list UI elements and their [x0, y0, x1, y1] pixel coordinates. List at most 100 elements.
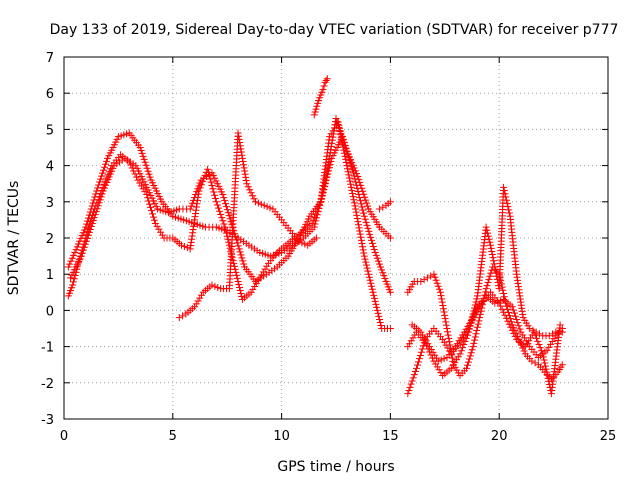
data-point-fill	[196, 294, 204, 302]
y-tick-label: 6	[46, 87, 54, 102]
data-point	[558, 361, 566, 369]
data-point	[539, 350, 547, 358]
data-point-fill	[263, 262, 271, 270]
data-point-fill	[251, 283, 259, 291]
data-point	[321, 78, 329, 86]
data-point-fill	[433, 279, 441, 287]
data-point-fill	[535, 330, 543, 338]
data-point	[556, 321, 564, 329]
data-point-fill	[127, 161, 135, 169]
data-point-fill	[226, 244, 234, 252]
data-point-fill	[376, 260, 384, 268]
data-point-fill	[78, 246, 86, 254]
data-point-fill	[145, 197, 153, 205]
data-point-fill	[500, 308, 508, 316]
data-point	[319, 86, 327, 94]
data-point	[82, 234, 90, 242]
data-point-fill	[147, 203, 155, 211]
data-point-fill	[513, 315, 521, 323]
data-point-fill	[347, 180, 355, 188]
data-point-fill	[494, 298, 502, 306]
data-point-fill	[192, 300, 200, 308]
data-point-fill	[339, 140, 347, 148]
data-point-fill	[488, 251, 496, 259]
data-point-fill	[460, 341, 468, 349]
data-point-fill	[340, 146, 348, 154]
data-point-fill	[341, 152, 349, 160]
data-point-fill	[372, 251, 380, 259]
data-point-fill	[466, 352, 474, 360]
data-point-fill	[361, 215, 369, 223]
data-point	[151, 220, 159, 228]
data-point-fill	[98, 172, 106, 180]
data-point-fill	[379, 203, 387, 211]
data-point-fill	[74, 259, 82, 267]
data-point-fill	[188, 199, 196, 207]
data-point-fill	[437, 292, 445, 300]
data-point-fill	[220, 220, 228, 228]
data-point-fill	[72, 268, 80, 276]
data-point-fill	[344, 151, 352, 159]
data-point-fill	[503, 302, 511, 310]
data-point-fill	[505, 209, 513, 217]
data-point-fill	[157, 228, 165, 236]
data-point-fill	[536, 344, 544, 352]
data-point-fill	[95, 193, 103, 201]
data-point-fill	[335, 121, 343, 129]
data-point-fill	[101, 163, 109, 171]
data-point-fill	[222, 226, 230, 234]
x-tick-label: 20	[491, 429, 508, 444]
data-point	[545, 332, 553, 340]
data-point	[310, 111, 318, 119]
data-point-fill	[238, 154, 246, 162]
data-point-fill	[236, 286, 244, 294]
data-point-fill	[370, 294, 378, 302]
data-point-fill	[500, 187, 508, 195]
data-point-fill	[241, 170, 249, 178]
data-point	[526, 325, 534, 332]
data-point	[334, 118, 342, 126]
data-point-fill	[348, 190, 356, 198]
data-point	[360, 212, 368, 220]
data-point-fill	[313, 207, 321, 215]
data-point-fill	[233, 271, 241, 279]
data-point-fill	[467, 349, 475, 357]
data-point-fill	[499, 286, 507, 294]
data-point-fill	[471, 336, 479, 344]
data-point	[310, 223, 318, 231]
data-point-fill	[468, 346, 476, 354]
data-point-fill	[342, 155, 350, 163]
data-point-fill	[444, 331, 452, 339]
data-point	[413, 364, 421, 372]
data-point-fill	[360, 209, 368, 217]
data-point-fill	[508, 326, 516, 334]
data-point-fill	[67, 257, 75, 265]
data-point-fill	[77, 250, 85, 258]
data-point-fill	[475, 317, 483, 325]
data-point-fill	[235, 135, 243, 143]
data-point-fill	[459, 331, 467, 339]
data-point-fill	[516, 325, 524, 333]
data-point-fill	[68, 254, 76, 262]
data-point-fill	[259, 268, 267, 276]
data-point-fill	[346, 177, 354, 185]
data-point	[243, 180, 251, 188]
data-point-fill	[74, 262, 82, 270]
data-point-fill	[543, 371, 551, 379]
data-point	[447, 364, 455, 372]
data-point-fill	[406, 383, 414, 391]
data-point-fill	[438, 295, 446, 303]
data-point	[500, 183, 508, 191]
data-point-fill	[504, 203, 512, 211]
data-point-fill	[211, 282, 219, 290]
data-point-fill	[217, 210, 225, 218]
data-point-fill	[196, 184, 204, 192]
data-point-fill	[235, 132, 243, 140]
data-point	[386, 325, 394, 332]
data-point-fill	[103, 157, 111, 165]
data-point-fill	[420, 334, 428, 342]
data-point-fill	[446, 341, 454, 349]
data-point-fill	[353, 181, 361, 189]
data-point-fill	[415, 355, 423, 363]
data-point-fill	[311, 108, 319, 116]
